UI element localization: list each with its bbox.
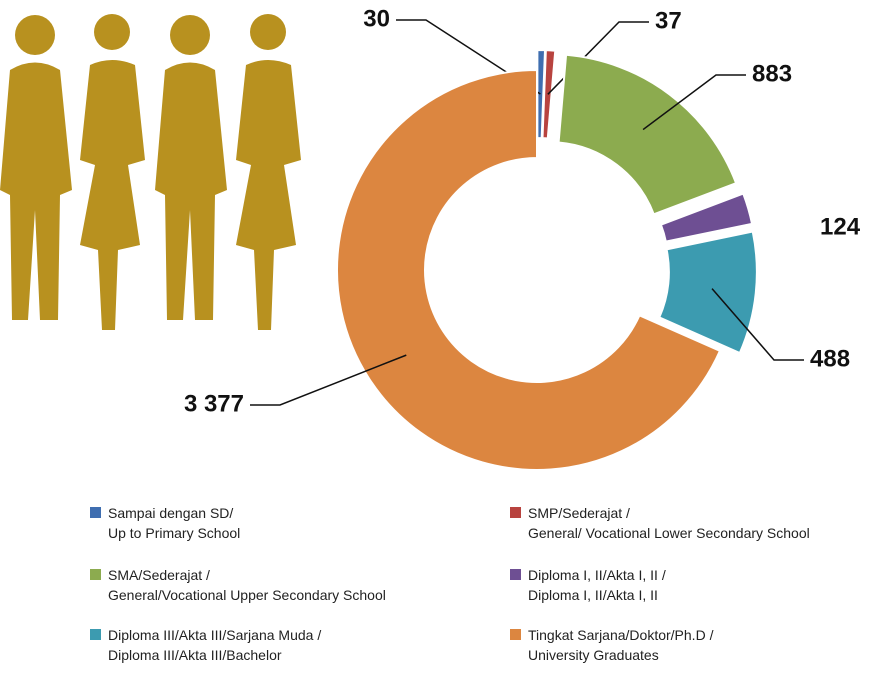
legend-swatch xyxy=(90,507,101,518)
value-label: 3 377 xyxy=(184,390,244,417)
legend-swatch xyxy=(90,629,101,640)
people-illustration xyxy=(0,14,301,330)
legend-item: Diploma III/Akta III/Sarjana Muda / Dipl… xyxy=(90,625,321,665)
legend-item: Diploma I, II/Akta I, II / Diploma I, II… xyxy=(510,565,666,605)
donut-slice xyxy=(559,55,736,215)
value-label: 124 xyxy=(820,213,861,240)
legend-item: SMP/Sederajat / General/ Vocational Lowe… xyxy=(510,503,810,543)
legend-swatch xyxy=(510,507,521,518)
legend-swatch xyxy=(510,569,521,580)
legend-label: Diploma III/Akta III/Sarjana Muda / Dipl… xyxy=(108,627,321,663)
legend-label: Tingkat Sarjana/Doktor/Ph.D / University… xyxy=(528,627,713,663)
legend-label: SMP/Sederajat / General/ Vocational Lowe… xyxy=(528,505,810,541)
value-label: 883 xyxy=(752,60,792,87)
value-label: 30 xyxy=(363,5,390,32)
legend-swatch xyxy=(90,569,101,580)
legend-item: SMA/Sederajat / General/Vocational Upper… xyxy=(90,565,386,605)
value-label: 37 xyxy=(655,7,682,34)
legend-swatch xyxy=(510,629,521,640)
legend-item: Tingkat Sarjana/Doktor/Ph.D / University… xyxy=(510,625,713,665)
legend-item: Sampai dengan SD/ Up to Primary School xyxy=(90,503,240,543)
legend-label: Diploma I, II/Akta I, II / Diploma I, II… xyxy=(528,567,666,603)
value-label: 488 xyxy=(810,345,850,372)
page: 30 37 883 124 488 3 377 Sampai dengan SD/ Up … xyxy=(0,0,873,673)
legend-label: Sampai dengan SD/ Up to Primary School xyxy=(108,505,240,541)
legend-label: SMA/Sederajat / General/Vocational Upper… xyxy=(108,567,386,603)
